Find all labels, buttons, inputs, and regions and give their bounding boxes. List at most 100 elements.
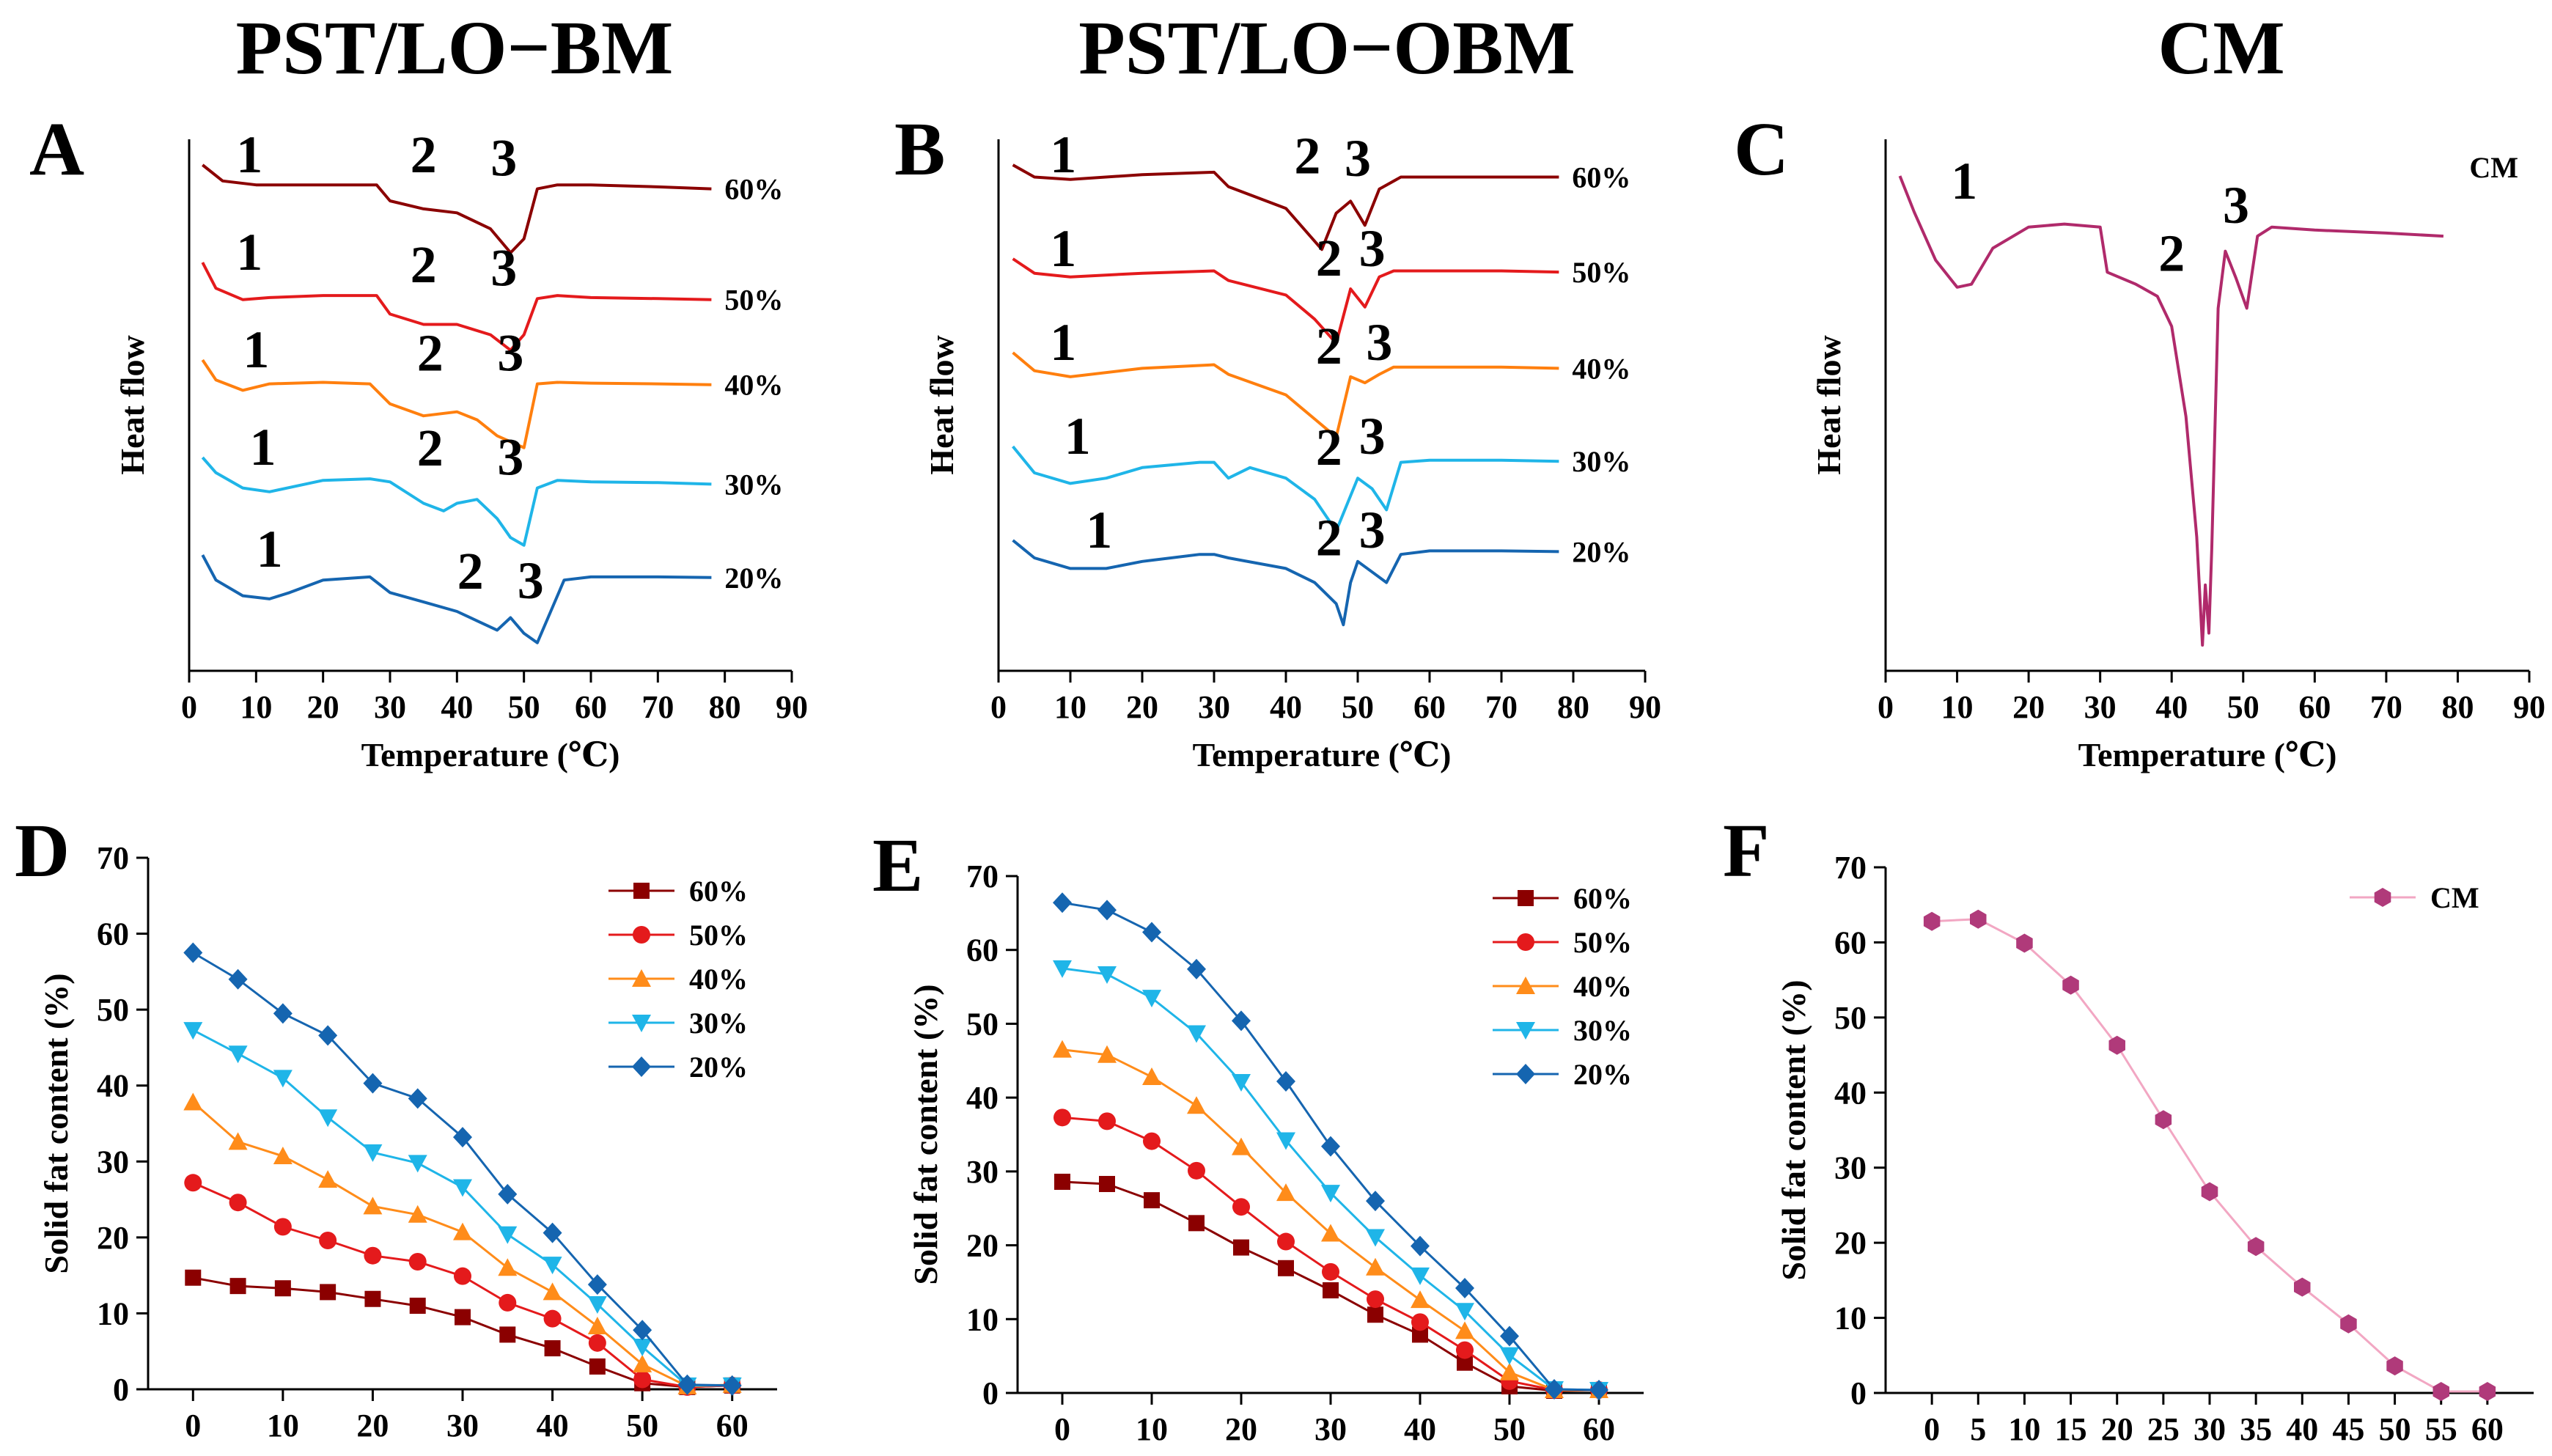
series-line bbox=[1062, 1116, 1599, 1391]
legend-label: 60% bbox=[1573, 882, 1632, 915]
data-point bbox=[589, 1358, 606, 1375]
data-point bbox=[408, 1253, 427, 1271]
x-tick-label: 20 bbox=[307, 689, 339, 725]
peak-label-1: 1 bbox=[1050, 313, 1076, 372]
y-tick-label: 30 bbox=[97, 1144, 129, 1180]
x-tick-label: 20 bbox=[1225, 1411, 1257, 1447]
data-point bbox=[1233, 1239, 1249, 1256]
series-line bbox=[192, 1029, 732, 1387]
x-tick-label: 45 bbox=[2332, 1411, 2364, 1447]
x-tick-label: 50 bbox=[508, 689, 540, 725]
peak-label-3: 3 bbox=[490, 238, 517, 297]
x-tick-label: 60 bbox=[1413, 689, 1446, 725]
x-tick-label: 80 bbox=[2441, 689, 2474, 725]
data-point bbox=[1232, 1137, 1251, 1155]
data-point bbox=[587, 1296, 607, 1314]
peak-label-2: 2 bbox=[1316, 418, 1342, 477]
data-point bbox=[273, 1070, 293, 1088]
x-tick-label: 80 bbox=[1557, 689, 1589, 725]
column-title-bm: PST/LO−BM bbox=[236, 6, 674, 90]
series-line bbox=[193, 1276, 732, 1389]
data-point bbox=[1455, 1303, 1474, 1321]
data-point bbox=[722, 1375, 742, 1396]
panel-letter: F bbox=[1723, 809, 1770, 893]
data-point bbox=[318, 1025, 338, 1046]
column-titles: PST/LO−BM PST/LO−OBM CM bbox=[236, 6, 2285, 90]
y-tick-label: 60 bbox=[966, 933, 999, 968]
data-point bbox=[1411, 1235, 1430, 1257]
peak-label-2: 2 bbox=[411, 235, 437, 294]
data-point bbox=[1142, 990, 1161, 1008]
x-tick-label: 10 bbox=[2008, 1411, 2040, 1447]
data-point bbox=[1456, 1341, 1474, 1359]
data-point bbox=[633, 1320, 652, 1341]
x-tick-label: 40 bbox=[2286, 1411, 2318, 1447]
data-point bbox=[183, 1092, 203, 1111]
peak-label-3: 3 bbox=[1359, 407, 1386, 466]
panel-f: F0 5 10 15 20 25 30 35 40 45 50 55 60010203040506070… bbox=[1723, 809, 2534, 1447]
data-point bbox=[1500, 1362, 1519, 1380]
dsc-curve-50pct bbox=[1012, 257, 1559, 345]
data-point bbox=[273, 1147, 293, 1165]
data-point bbox=[409, 1298, 426, 1315]
x-tick-label: 60 bbox=[716, 1408, 749, 1444]
x-tick-label: 40 bbox=[1270, 689, 1302, 725]
data-point bbox=[185, 1269, 202, 1286]
series-cm bbox=[1923, 909, 2496, 1401]
peak-label-3: 3 bbox=[518, 551, 544, 610]
data-point bbox=[1187, 1025, 1206, 1043]
dsc-curve-cm bbox=[1898, 175, 2444, 647]
series-label: 40% bbox=[1572, 352, 1630, 385]
x-tick-label: 10 bbox=[240, 689, 272, 725]
legend-marker bbox=[633, 883, 650, 899]
data-point bbox=[364, 1290, 381, 1307]
peak-label-1: 1 bbox=[1064, 407, 1091, 466]
data-point bbox=[318, 1170, 338, 1188]
x-tick-label: 90 bbox=[776, 689, 808, 725]
data-point bbox=[1923, 911, 1941, 931]
x-tick-label: 50 bbox=[626, 1408, 658, 1444]
data-point bbox=[1276, 1183, 1295, 1202]
data-point bbox=[1097, 1045, 1117, 1063]
data-point bbox=[1144, 1192, 1160, 1209]
data-point bbox=[498, 1258, 518, 1276]
y-axis-title: Solid fat content (%) bbox=[37, 973, 75, 1273]
y-tick-label: 50 bbox=[1834, 1000, 1867, 1036]
x-tick-label: 70 bbox=[1485, 689, 1518, 725]
x-tick-label: 30 bbox=[2084, 689, 2117, 725]
legend-marker bbox=[633, 926, 650, 944]
x-tick-label: 30 bbox=[374, 689, 406, 725]
data-point bbox=[1321, 1224, 1340, 1242]
data-point bbox=[319, 1232, 337, 1249]
peak-label-3: 3 bbox=[497, 324, 523, 383]
y-tick-label: 50 bbox=[966, 1006, 999, 1042]
data-point bbox=[1457, 1354, 1473, 1371]
data-point bbox=[1589, 1379, 1608, 1400]
y-tick-label: 30 bbox=[1834, 1150, 1867, 1186]
data-point bbox=[499, 1326, 516, 1343]
dsc-curve-60pct bbox=[1012, 163, 1559, 251]
legend: CM bbox=[2350, 881, 2479, 914]
data-point bbox=[1143, 1132, 1161, 1150]
y-tick-label: 60 bbox=[1834, 924, 1867, 960]
x-tick-label: 0 bbox=[990, 689, 1007, 725]
data-point bbox=[1053, 1108, 1071, 1127]
data-point bbox=[229, 1194, 247, 1212]
series-60pct bbox=[185, 1269, 740, 1395]
x-tick-label: 60 bbox=[2471, 1411, 2504, 1447]
x-axis-title: Temperature (℃) bbox=[361, 736, 620, 773]
x-tick-label: 20 bbox=[2012, 689, 2045, 725]
peak-label-1: 1 bbox=[236, 223, 262, 282]
data-point bbox=[1411, 1313, 1429, 1331]
y-axis-title: Heat flow bbox=[1810, 335, 1847, 474]
x-tick-label: 40 bbox=[441, 689, 473, 725]
data-point bbox=[1323, 1282, 1339, 1299]
peak-label-2: 2 bbox=[1316, 508, 1342, 567]
y-tick-label: 20 bbox=[966, 1228, 999, 1264]
data-point bbox=[1366, 1229, 1385, 1247]
legend-label: CM bbox=[2430, 881, 2479, 914]
data-point bbox=[1366, 1191, 1385, 1212]
data-point bbox=[1545, 1378, 1564, 1400]
data-point bbox=[1187, 1096, 1206, 1114]
x-tick-label: 10 bbox=[1941, 689, 1974, 725]
